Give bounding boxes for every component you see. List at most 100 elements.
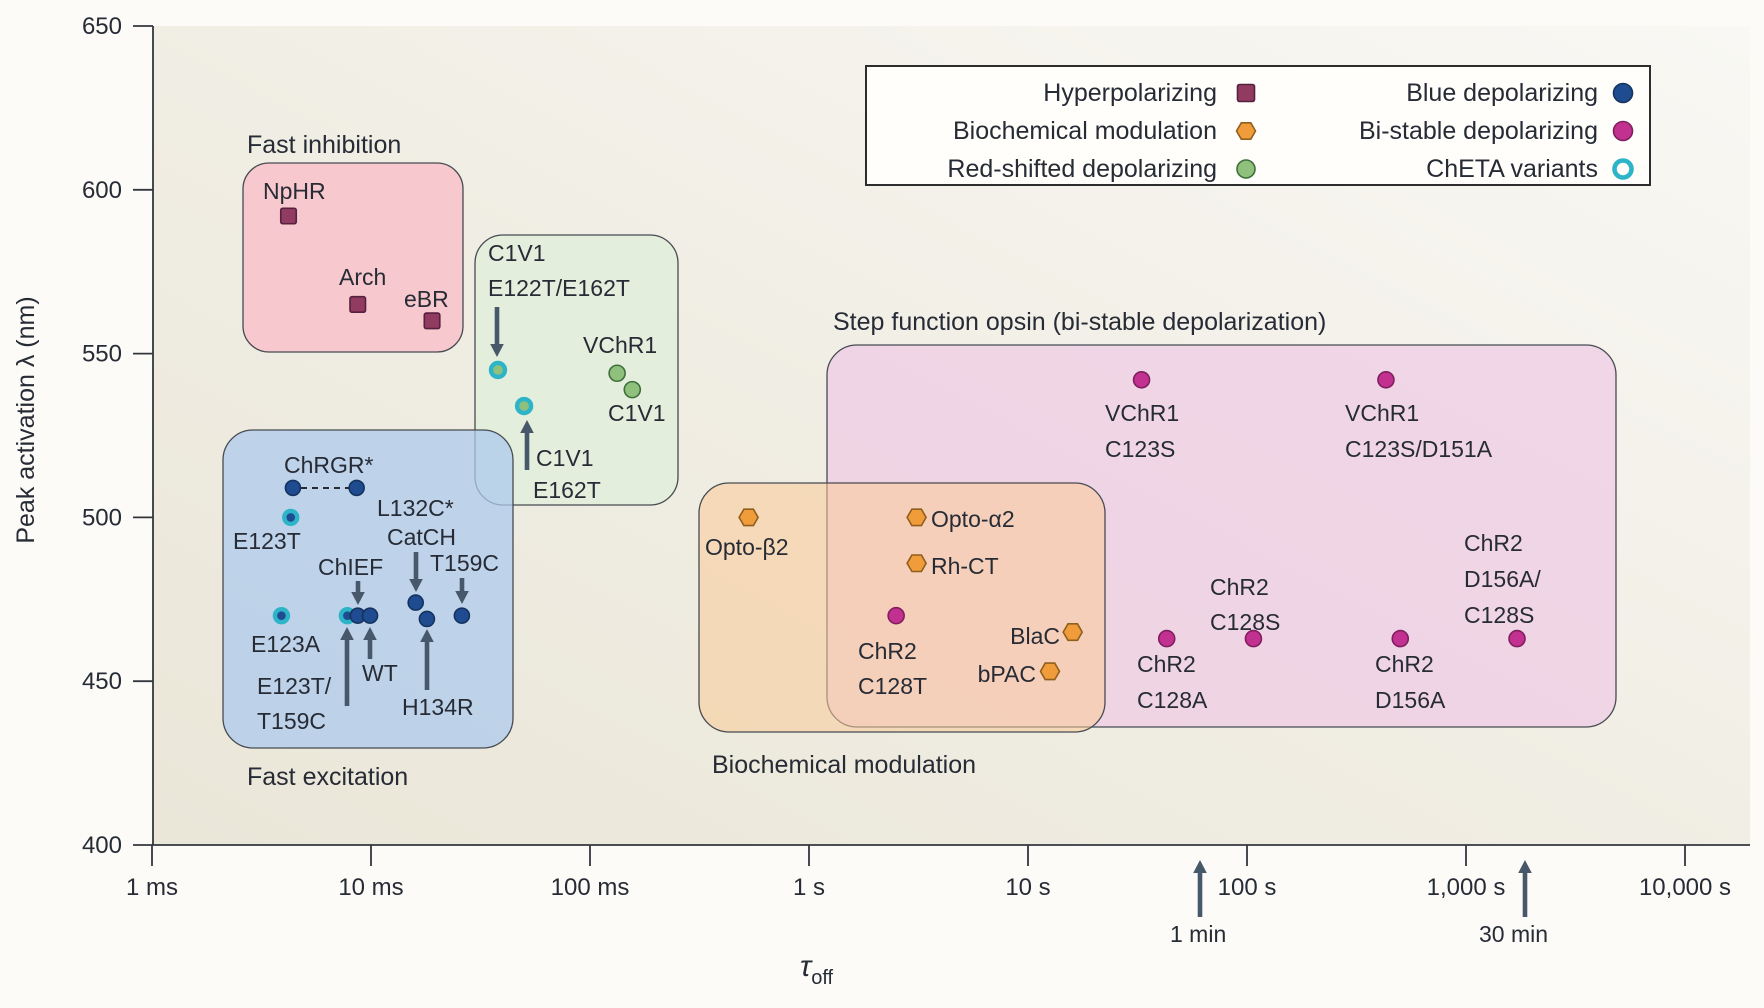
- label-c1v1-e122t-e162t-text: E122T/E162T: [488, 275, 630, 301]
- label-c1v1-e122t-e162t-text: C1V1: [488, 240, 546, 266]
- label-c1v1-e122t-e162t-arrow: [490, 307, 504, 357]
- x-axis-title: τoff: [800, 950, 834, 989]
- point-c1v1-e122t-e162t: [488, 360, 508, 380]
- label-rh-ct-text: Rh-CT: [931, 553, 999, 579]
- label-chief-arrow: [351, 581, 365, 605]
- label-h134r-text: H134R: [402, 694, 474, 720]
- label-chief-text: ChIEF: [318, 554, 383, 580]
- point-chr2-c128a: [1157, 629, 1176, 648]
- label-arch: Arch: [339, 264, 386, 290]
- point-vchr1-c123s-d151a: [1377, 371, 1395, 389]
- label-c1v1-e162t-arrow: [520, 420, 534, 470]
- label-chr2-d156a: ChR2 D156A: [1375, 651, 1446, 713]
- label-l132c-catch-arrow: [409, 552, 423, 592]
- fast-excitation-box: [222, 429, 514, 749]
- label-1-min-arrow: [1193, 860, 1207, 917]
- label-c1v1: C1V1: [608, 400, 666, 426]
- point-opto-2: [738, 508, 760, 527]
- point-blac: [1062, 622, 1084, 642]
- label-fast-inhibition: Fast inhibition: [247, 131, 401, 159]
- label-chr2-d156a-c128s-text: D156A/: [1464, 566, 1541, 592]
- label-ebr: eBR: [404, 286, 449, 312]
- label-blac: BlaC: [1010, 623, 1060, 649]
- label-rh-ct: Rh-CT: [931, 553, 999, 579]
- point-chr2-d156a: [1391, 629, 1410, 648]
- x-tick-label-100-ms: 100 ms: [551, 874, 630, 901]
- legend-label-hyperpolarizing: Hyperpolarizing: [1043, 79, 1217, 107]
- point-c1v1-e162t: [514, 396, 534, 416]
- label-1-min-text: 1 min: [1170, 921, 1226, 947]
- label-c1v1-e162t-text: C1V1: [536, 445, 594, 471]
- legend-marker-circle-blue: [1612, 82, 1634, 104]
- legend-marker-ring-cheta: [1612, 158, 1634, 180]
- point-bpac: [1039, 662, 1061, 681]
- point-vchr1-c123s: [1132, 371, 1151, 389]
- x-tick-label-1-s: 1 s: [793, 874, 825, 901]
- label-e123t-text: E123T: [233, 528, 301, 554]
- arrow-head: [490, 344, 504, 357]
- label-chr2-c128s-text: ChR2: [1210, 574, 1269, 600]
- label-e123a: E123A: [251, 631, 321, 657]
- label-e123t-t159c-text: E123T/: [257, 673, 332, 699]
- label-chr2-d156a-c128s: ChR2 D156A/C128S: [1464, 530, 1541, 628]
- label-blac-text: BlaC: [1010, 623, 1060, 649]
- label-chr2-c128a: ChR2 C128A: [1137, 651, 1208, 713]
- biochemical-box: [698, 482, 1106, 733]
- legend: Hyperpolarizing Biochemical modulation Red…: [865, 65, 1651, 186]
- label-arch-text: Arch: [339, 264, 386, 290]
- legend-marker-hexagon: [1235, 122, 1257, 140]
- label-step-function-opsin: Step function opsin (bi-stable depolariz…: [833, 308, 1326, 336]
- label-c1v1-e162t: C1V1 E162T: [533, 445, 601, 503]
- y-tick-label-550: 550: [82, 341, 122, 368]
- label-chr2-d156a-text: ChR2: [1375, 651, 1434, 677]
- label-vchr1-text: VChR1: [583, 332, 657, 358]
- label-fast-excitation-text: Fast excitation: [247, 763, 408, 791]
- series-hyperpolarizing: [279, 207, 441, 330]
- label-t159c: T159C: [430, 550, 499, 576]
- label-step-function-opsin-text: Step function opsin (bi-stable depolariz…: [833, 308, 1326, 336]
- label-chief: ChIEF: [318, 554, 383, 580]
- point-vchr1: [608, 364, 626, 383]
- label-c1v1-e122t-e162t: C1V1 E122T/E162T: [488, 240, 630, 301]
- point-chr2-wt: [361, 607, 379, 624]
- label-t159c-text: T159C: [430, 550, 499, 576]
- arrow-head: [455, 591, 469, 604]
- label-chr2-d156a-text: D156A: [1375, 687, 1446, 713]
- arrow-head: [340, 627, 354, 640]
- point-chr2-l132c-catch: [407, 594, 425, 611]
- point-arch: [349, 295, 367, 314]
- x-tick-label-1-000-s: 1,000 s: [1427, 874, 1506, 901]
- point-chr2-d156a-c128s: [1508, 629, 1526, 648]
- legend-label-red-shifted-depolarizing: Red-shifted depolarizing: [947, 155, 1217, 183]
- label-opto-a2: Opto-α2: [931, 506, 1015, 532]
- legend-label-biochemical-modulation: Biochemical modulation: [953, 117, 1217, 145]
- label-l132c-catch: L132C* CatCH: [377, 495, 456, 550]
- label-c1v1-e162t-text: E162T: [533, 477, 601, 503]
- x-tick-label-10-s: 10 s: [1005, 874, 1050, 901]
- x-tick-label-10-ms: 10 ms: [338, 874, 403, 901]
- label-chr2-c128a-text: C128A: [1137, 687, 1208, 713]
- label-e123t-t159c-arrow: [340, 627, 354, 706]
- label-vchr1-c123s-d151a-text: VChR1: [1345, 400, 1419, 426]
- label-wt-text: WT: [362, 660, 398, 686]
- label-vchr1-c123s-d151a-text: C123S/D151A: [1345, 436, 1493, 462]
- y-tick-label-600: 600: [82, 177, 122, 204]
- arrow-head: [363, 627, 377, 640]
- label-biochemical-modulation: Biochemical modulation: [712, 751, 976, 779]
- label-chr2-c128t-text: C128T: [858, 673, 927, 699]
- y-tick-label-650: 650: [82, 13, 122, 40]
- point-chr2-t159c: [453, 607, 471, 624]
- y-tick-label-400: 400: [82, 832, 122, 859]
- label-vchr1-c123s-d151a: VChR1 C123S/D151A: [1345, 400, 1493, 462]
- label-30-min: 30 min: [1479, 921, 1548, 947]
- legend-marker-square: [1236, 83, 1256, 103]
- point-rh-ct: [906, 554, 928, 573]
- label-chr2-c128s: ChR2 C128S: [1210, 574, 1280, 635]
- label-biochemical-modulation-text: Biochemical modulation: [712, 751, 976, 779]
- y-axis-title: Peak activation λ (nm): [12, 296, 40, 543]
- label-chr2-c128t: ChR2 C128T: [858, 638, 927, 699]
- series-bistable: [887, 371, 1526, 648]
- point-chr2-c128t: [887, 606, 905, 625]
- y-tick-label-450: 450: [82, 668, 122, 695]
